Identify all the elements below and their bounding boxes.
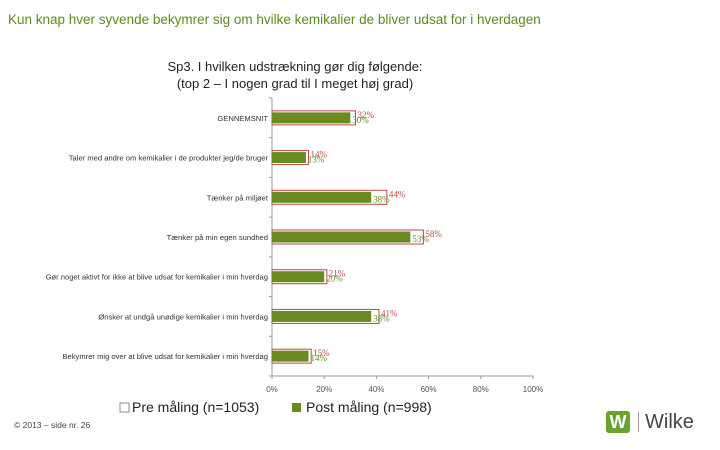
bar-label-pre: 14% (311, 150, 328, 160)
bar-label-pre: 41% (381, 308, 398, 318)
x-tick-label: 40% (368, 385, 384, 394)
category-label: Bekymrer mig over at blive udsat for kem… (62, 352, 268, 361)
x-tick-label: 100% (523, 385, 543, 394)
logo-mark: W (606, 411, 630, 433)
bar-post (272, 231, 411, 243)
legend-label-post: Post måling (n=998) (306, 399, 432, 415)
x-tick-label: 0% (266, 385, 278, 394)
logo-name: Wilke (645, 410, 694, 433)
bar-label-post: 14% (311, 353, 328, 363)
bar-post (272, 112, 351, 124)
bar-label-pre: 21% (329, 269, 346, 279)
logo-divider (638, 412, 639, 432)
category-label: Tænker på miljøet (207, 193, 269, 202)
legend-label-pre: Pre måling (n=1053) (132, 399, 259, 415)
bar-label-post: 53% (412, 234, 429, 244)
footer-page-number: © 2013 – side nr. 26 (14, 420, 91, 430)
x-tick-label: 60% (421, 385, 437, 394)
bar-label-post: 38% (373, 194, 390, 204)
chart-title-line-2: (top 2 – I nogen grad til I meget høj gr… (176, 76, 414, 91)
category-label: Tænker på min egen sundhed (167, 233, 268, 242)
category-label: Taler med andre om kemikalier i de produ… (69, 154, 269, 163)
bar-label-pre: 58% (425, 229, 442, 239)
bar-label-post: 38% (373, 313, 390, 323)
wilke-logo: W Wilke (606, 410, 694, 434)
bar-post (272, 191, 372, 203)
category-label: Ønsker at undgå unødige kemikalier i min… (98, 312, 268, 321)
category-label: GENNEMSNIT (217, 114, 268, 123)
page-headline: Kun knap hver syvende bekymrer sig om hv… (8, 12, 541, 27)
bar-label-pre: 44% (389, 189, 406, 199)
bar-label-post: 20% (326, 274, 343, 284)
chart-title-line-1: Sp3. I hvilken udstrækning gør dig følge… (167, 59, 423, 74)
bar-label-pre: 32% (358, 110, 375, 120)
legend-swatch-post (292, 403, 301, 412)
x-tick-label: 80% (473, 385, 489, 394)
bar-label-post: 30% (352, 115, 369, 125)
x-tick-label: 20% (316, 385, 332, 394)
bar-post (272, 310, 372, 322)
bar-post (272, 271, 325, 283)
bar-post (272, 152, 306, 164)
bar-label-pre: 15% (313, 348, 330, 358)
category-label: Gør noget aktivt for ikke at blive udsat… (46, 273, 268, 282)
legend-swatch-pre (119, 402, 130, 413)
bar-post (272, 350, 309, 362)
chart-title: Sp3. I hvilken udstrækning gør dig følge… (150, 58, 440, 92)
bar-label-post: 13% (308, 155, 325, 165)
